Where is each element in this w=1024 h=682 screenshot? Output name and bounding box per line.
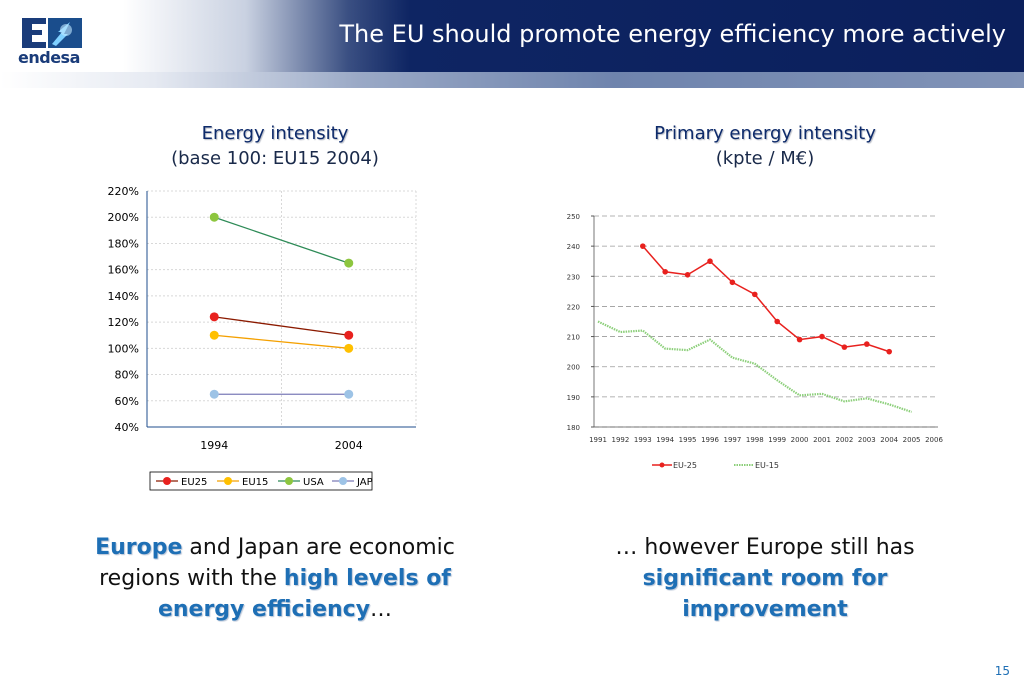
legend-label-jap: JAP (356, 477, 373, 488)
x-tick-label: 2002 (835, 436, 853, 444)
x-tick-label: 2003 (858, 436, 876, 444)
legend-label-eu15: EU15 (242, 477, 268, 488)
y-tick-label: 80% (115, 369, 139, 382)
data-point-eu-25 (662, 268, 668, 275)
left-caption-highlight-europe: Europe (95, 535, 183, 560)
x-tick-label: 1996 (701, 436, 719, 444)
legend-marker-jap (339, 477, 347, 485)
y-tick-label: 180% (108, 237, 139, 250)
y-tick-label: 200% (108, 211, 139, 224)
y-tick-label: 40% (115, 421, 139, 434)
y-tick-label: 180 (567, 424, 580, 432)
data-point-eu-25 (774, 318, 780, 325)
left-chart-subtitle: (base 100: EU15 2004) (171, 148, 379, 169)
x-tick-label: 1995 (679, 436, 697, 444)
x-tick-label: 2006 (925, 436, 943, 444)
y-tick-label: 100% (108, 342, 139, 355)
right-chart-heading: Primary energy intensity (kpte / M€) (580, 121, 950, 171)
y-tick-label: 60% (115, 395, 139, 408)
y-tick-label: 240 (567, 243, 580, 251)
left-caption-highlight-efficiency: high levels of energy efficiency (157, 566, 451, 622)
left-caption-ellipsis: … (370, 597, 393, 622)
y-tick-label: 220 (567, 303, 580, 311)
data-point-jap (209, 389, 219, 399)
y-tick-label: 160% (108, 264, 139, 277)
x-tick-label: 1993 (634, 436, 652, 444)
data-point-eu25 (209, 312, 219, 322)
data-point-eu-25 (886, 348, 892, 355)
x-tick-label: 1994 (200, 439, 228, 452)
x-tick-label: 1991 (589, 436, 607, 444)
data-point-eu-25 (707, 258, 713, 265)
data-point-eu-25 (640, 243, 646, 249)
right-chart-title: Primary energy intensity (654, 123, 876, 144)
data-point-eu-25 (752, 291, 758, 298)
data-point-usa (209, 212, 219, 222)
data-point-eu15 (344, 343, 354, 353)
y-tick-label: 140% (108, 290, 139, 303)
legend-marker-eu15 (224, 477, 232, 485)
data-point-eu-25 (684, 271, 691, 278)
series-line-eu-25 (642, 245, 890, 353)
y-tick-label: 200 (567, 364, 580, 372)
left-chart-heading: Energy intensity (base 100: EU15 2004) (110, 121, 440, 171)
data-point-jap (344, 389, 354, 399)
left-chart-title: Energy intensity (201, 123, 349, 144)
y-tick-label: 220% (108, 185, 139, 198)
x-tick-label: 2000 (791, 436, 809, 444)
series-line-eu25 (214, 316, 349, 336)
data-point-eu-25 (841, 344, 848, 350)
data-point-eu15 (209, 330, 219, 340)
legend-label-eu25: EU25 (181, 477, 207, 488)
energy-intensity-chart: 40% 60% 80% 100% 120% 140% 160% 180% 200% 220% 199… (108, 185, 417, 491)
x-tick-label: 2004 (335, 439, 363, 452)
y-tick-label: 120% (108, 316, 139, 329)
slide-title: The EU should promote energy efficiency … (339, 20, 1006, 48)
legend-marker-eu25 (163, 477, 171, 485)
left-caption: Europe and Japan are economic regions wi… (55, 532, 495, 625)
data-point-eu-25 (796, 336, 803, 343)
endesa-logo (18, 14, 86, 70)
endesa-logo-text: endesa (18, 48, 80, 67)
right-chart-subtitle: (kpte / M€) (715, 148, 815, 169)
legend-marker-eu-25 (659, 462, 665, 468)
x-tick-label: 1994 (656, 436, 674, 444)
series-line-eu15 (214, 334, 349, 349)
data-point-eu-25 (729, 279, 736, 286)
x-tick-label: 2005 (903, 436, 921, 444)
legend-label-eu-25: EU-25 (673, 461, 697, 470)
x-tick-label: 1998 (746, 436, 764, 444)
data-point-usa (344, 258, 354, 268)
y-tick-label: 250 (567, 213, 580, 221)
legend-label-usa: USA (303, 477, 324, 488)
header-band (0, 72, 1024, 88)
left-caption-text: and Japan are economic regions with the (99, 535, 455, 591)
page-number: 15 (994, 664, 1010, 678)
legend-marker-usa (285, 477, 293, 485)
x-tick-label: 2004 (880, 436, 898, 444)
y-tick-label: 210 (567, 334, 580, 342)
data-point-eu25 (344, 330, 354, 340)
right-caption-highlight: significant room for improvement (642, 566, 888, 622)
x-tick-label: 1997 (723, 436, 741, 444)
right-caption: … however Europe still has significant r… (580, 532, 950, 625)
series-line-eu-15 (597, 320, 912, 413)
data-point-eu-25 (819, 333, 825, 340)
y-tick-label: 190 (567, 394, 580, 402)
x-tick-label: 1999 (768, 436, 786, 444)
x-tick-label: 2001 (813, 436, 831, 444)
endesa-logo-mark-icon (22, 18, 82, 48)
legend-box (149, 471, 373, 491)
series-line-usa (214, 216, 349, 264)
x-tick-label: 1992 (611, 436, 629, 444)
data-point-eu-25 (864, 341, 870, 347)
y-tick-label: 230 (567, 273, 580, 281)
right-caption-text: … however Europe still has (615, 535, 915, 560)
primary-energy-intensity-chart: 180 190 200 210 220 230 240 250 1991 1992 1993 1994… (567, 213, 944, 470)
legend-label-eu-15: EU-15 (755, 461, 779, 470)
